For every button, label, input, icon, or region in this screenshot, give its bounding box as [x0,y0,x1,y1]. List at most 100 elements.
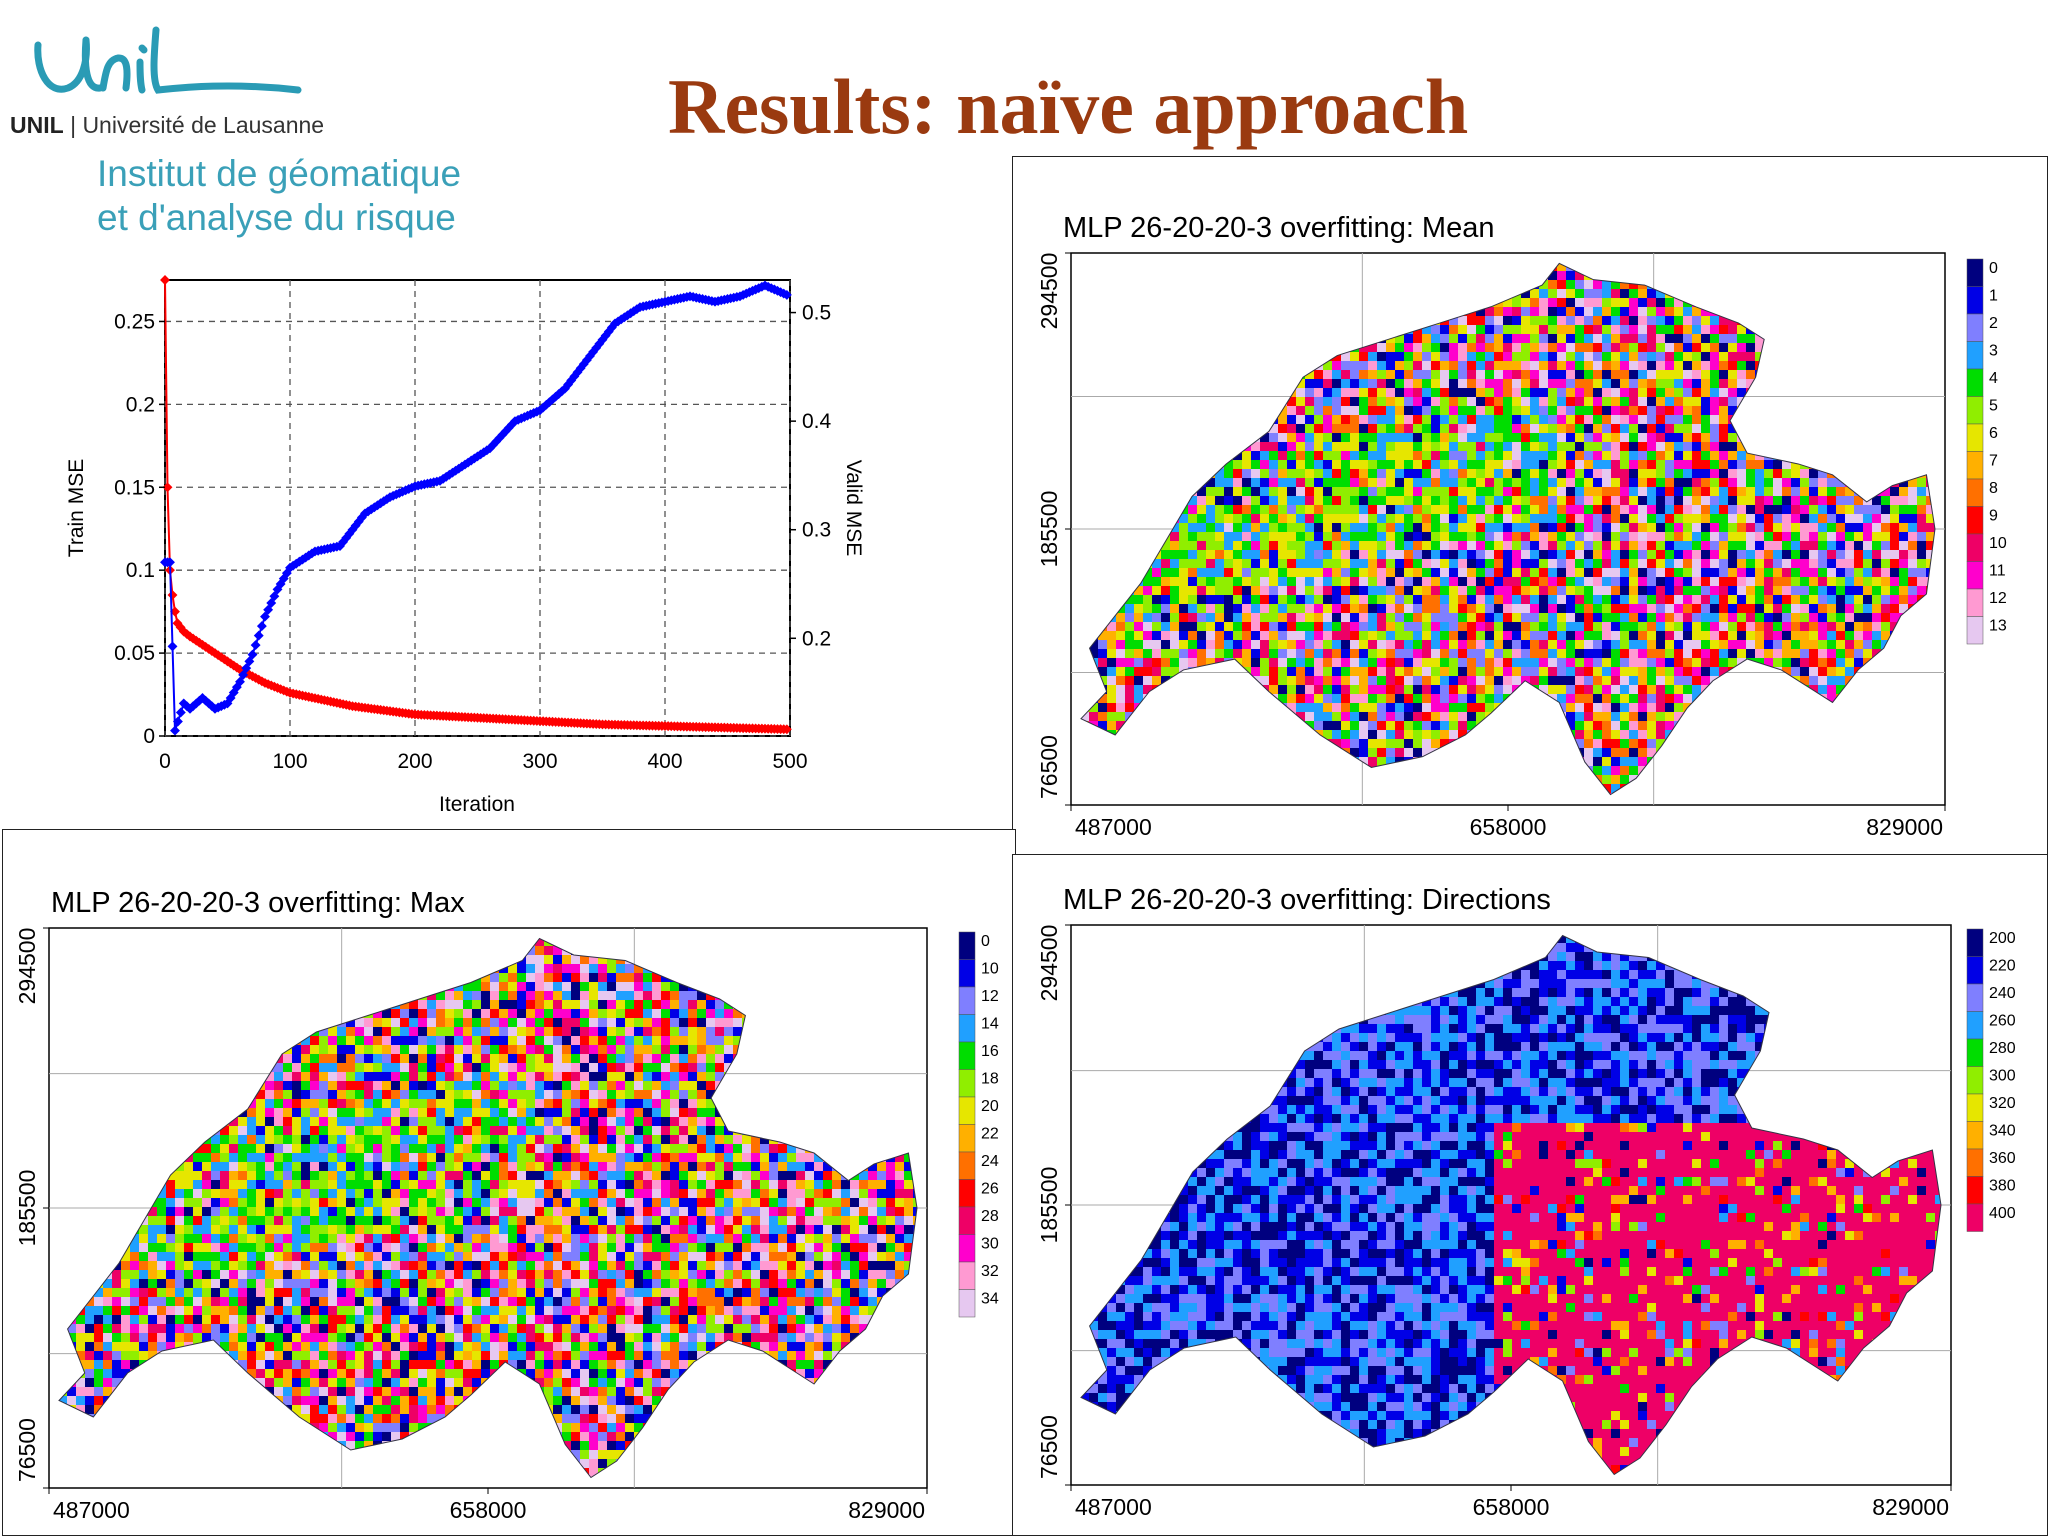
map-cell [1485,604,1494,613]
map-cell [1332,361,1341,370]
map-cell [1548,334,1557,343]
map-cell [1764,586,1773,595]
map-cell [1359,406,1368,415]
map-cell [1422,487,1431,496]
map-cell [1404,577,1413,586]
map-cell [1260,550,1269,559]
map-cell [1503,415,1512,424]
map-cell [1359,487,1368,496]
map-cell [1260,460,1269,469]
map-cell [1602,379,1611,388]
map-cell [1656,397,1665,406]
map-cell [1719,640,1728,649]
map-cell [1440,550,1449,559]
map-cell [1539,307,1548,316]
map-cell [1656,334,1665,343]
map-cell [1260,631,1269,640]
map-cell [1728,388,1737,397]
map-cell [1593,487,1602,496]
map-cell [1323,586,1332,595]
map-cell [1827,496,1836,505]
map-cell [1692,415,1701,424]
map-cell [1602,559,1611,568]
map-cell [1818,541,1827,550]
map-cell [1575,532,1584,541]
map-cell [1566,514,1575,523]
map-cell [1269,451,1278,460]
map-cell [1476,343,1485,352]
map-cell [1728,595,1737,604]
map-cell [1296,388,1305,397]
map-cell [1323,649,1332,658]
map-cell [1746,343,1755,352]
map-cell [1206,496,1215,505]
map-cell [1827,550,1836,559]
map-cell [1323,658,1332,667]
map-cell [1701,316,1710,325]
map-cell [1368,514,1377,523]
map-cell [1773,478,1782,487]
map-cell [1854,532,1863,541]
map-cell [1539,343,1548,352]
map-cell [1422,550,1431,559]
map-cell [1188,532,1197,541]
map-cell [1485,469,1494,478]
map-cell [1440,397,1449,406]
map-cell [1557,514,1566,523]
map-cell [1341,361,1350,370]
map-cell [1593,370,1602,379]
map-cell [1719,496,1728,505]
map-cell [1440,478,1449,487]
map-cell [1188,586,1197,595]
map-cell [1476,613,1485,622]
map-cell [1494,352,1503,361]
map-cell [1314,514,1323,523]
map-cell [1656,388,1665,397]
y2-tick-label: 0.2 [802,627,831,650]
map-cell [1719,415,1728,424]
map-cell [1638,325,1647,334]
map-cell [1467,568,1476,577]
map-cell [1512,568,1521,577]
map-cell [1746,568,1755,577]
map-cell [1710,523,1719,532]
map-cell [1440,523,1449,532]
map-cell [1287,550,1296,559]
map-cell [1449,532,1458,541]
map-cell [1512,433,1521,442]
map-cell [1647,451,1656,460]
map-cell [1818,622,1827,631]
map-cell [1323,631,1332,640]
map-cell [1404,514,1413,523]
map-cell [1539,442,1548,451]
map-cell [1458,595,1467,604]
map-cell [1260,622,1269,631]
map-cell [1584,478,1593,487]
map-cell [1404,604,1413,613]
map-cell [1710,478,1719,487]
map-cell [1593,460,1602,469]
map-cell [1350,379,1359,388]
map-cell [1557,388,1566,397]
map-cell [1359,595,1368,604]
map-cell [1791,568,1800,577]
map-cell [1503,577,1512,586]
map-cell [1422,370,1431,379]
map-cell [1791,496,1800,505]
map-cell [1485,586,1494,595]
map-cell [1656,379,1665,388]
map-cell [1557,631,1566,640]
map-cell [1881,550,1890,559]
map-cell [1521,433,1530,442]
map-cell [1512,622,1521,631]
map-cell [1845,631,1854,640]
map-cell [1710,658,1719,667]
unil-script-logo [28,10,318,110]
map-cell [1485,460,1494,469]
map-cell [1674,406,1683,415]
map-cell [1269,640,1278,649]
map-cell [1395,604,1404,613]
map-cell [1467,451,1476,460]
map-cell [1746,613,1755,622]
map-cell [1512,370,1521,379]
